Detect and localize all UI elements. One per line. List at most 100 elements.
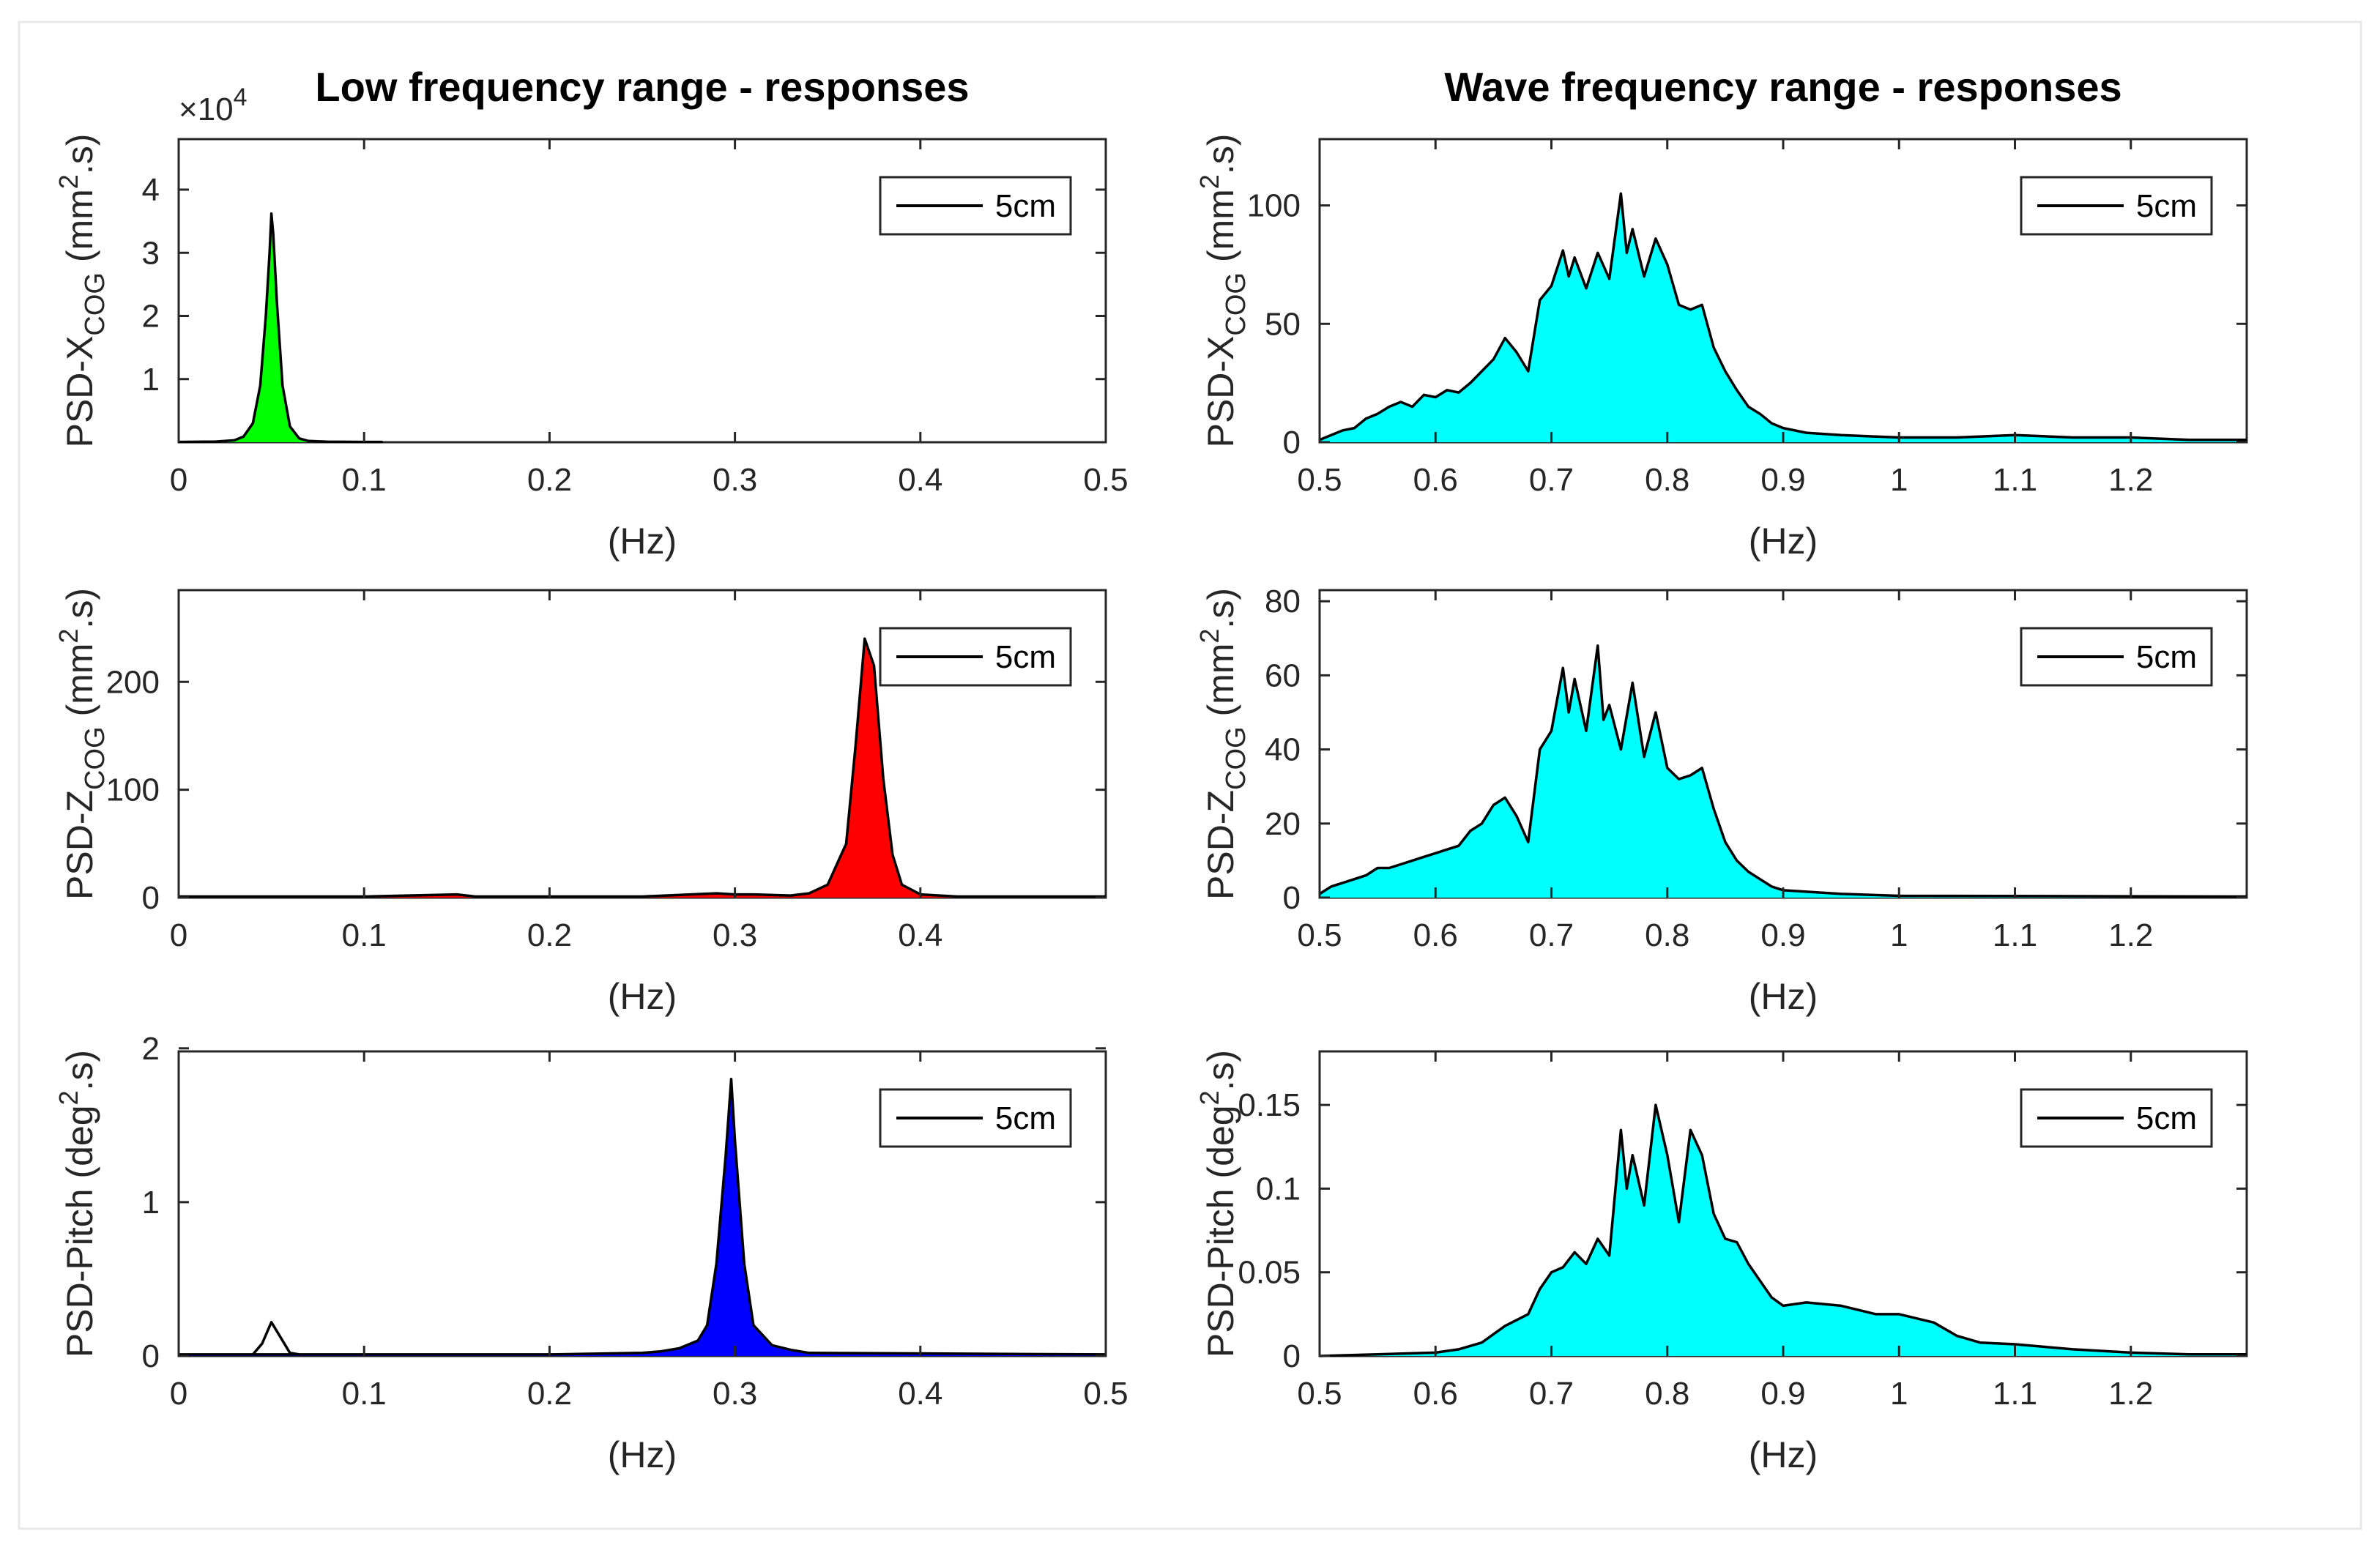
y-tick-label: 100 <box>1247 188 1301 224</box>
x-tick-label: 0.9 <box>1760 462 1805 498</box>
legend: 5cm <box>879 176 1072 236</box>
y-tick-label: 3 <box>142 235 160 271</box>
x-axis-label: (Hz) <box>608 521 677 562</box>
legend: 5cm <box>2020 627 2213 687</box>
x-tick-label: 0.8 <box>1645 917 1689 953</box>
x-tick-label: 0 <box>170 917 187 953</box>
x-axis-label: (Hz) <box>608 1434 677 1475</box>
legend: 5cm <box>879 1088 1072 1148</box>
y-exponent-label: ×104 <box>179 83 248 127</box>
y-label-subscript: COG <box>80 272 111 336</box>
axes-x-wave: 0.5 0.6 0.7 0.8 0.9 1 1.1 1.2 0 50 100 (Hz) PSD-XCOG… <box>1194 64 2248 562</box>
y-label-superscript: 2 <box>1194 174 1224 189</box>
y-label-unit: (mm <box>59 644 100 727</box>
x-tick-label: 0.4 <box>898 1376 942 1412</box>
y-exponent-power: 4 <box>234 83 248 111</box>
axes-z-low: 0 0.1 0.2 0.3 0.4 0 100 200 (Hz) PSD-ZCOG (mm2.s)… <box>53 588 1107 1017</box>
x-axis-label: (Hz) <box>608 976 677 1017</box>
x-tick-label: 0.3 <box>713 462 757 498</box>
y-axis-label: PSD-ZCOG (mm2.s) <box>1194 588 1252 900</box>
figure-frame <box>18 21 2362 1530</box>
y-label-tail: .s) <box>59 588 100 629</box>
x-tick-label: 0.7 <box>1529 462 1574 498</box>
legend: 5cm <box>879 627 1072 687</box>
x-tick-label: 0.5 <box>1083 1376 1128 1412</box>
series-line <box>1319 1103 2247 1357</box>
y-axis-label: PSD-Pitch (deg2.s) <box>1194 1050 1241 1357</box>
x-axis-label: (Hz) <box>1749 1434 1818 1475</box>
y-tick-label: 80 <box>1265 584 1301 619</box>
series-secondary-peak <box>251 1321 300 1356</box>
axes-z-wave: 0.5 0.6 0.7 0.8 0.9 1 1.1 1.2 0 20 40 60 80 (Hz) PSD-Z… <box>1194 584 2248 1017</box>
x-tick-label: 0.8 <box>1645 462 1689 498</box>
y-label-tail: .s) <box>59 134 100 175</box>
x-tick-label: 0.3 <box>713 1376 757 1412</box>
legend-label: 5cm <box>2136 188 2197 224</box>
x-tick-label: 1 <box>1890 1376 1908 1412</box>
y-label-tail: .s) <box>1200 588 1241 629</box>
series-fill <box>179 213 383 442</box>
legend-label: 5cm <box>2136 1100 2197 1136</box>
y-label-superscript: 2 <box>1194 629 1224 644</box>
series-line <box>1319 644 2247 898</box>
series-fill <box>179 638 1106 898</box>
legend: 5cm <box>2020 176 2213 236</box>
x-tick-label: 1.2 <box>2108 462 2153 498</box>
series-fill <box>1320 1105 2247 1356</box>
x-tick-label: 0.1 <box>342 1376 387 1412</box>
y-tick-label: 2 <box>142 299 160 335</box>
y-label-main: PSD-Z <box>59 790 100 900</box>
series-line <box>179 1078 1107 1356</box>
y-label-superscript: 2 <box>53 1090 83 1105</box>
series-line <box>1319 192 2247 441</box>
y-tick-label: 0 <box>142 880 160 916</box>
x-tick-label: 0 <box>170 1376 187 1412</box>
x-tick-label: 0.6 <box>1413 462 1458 498</box>
x-tick-label: 1.2 <box>2108 1376 2153 1412</box>
y-tick-label: 200 <box>106 664 160 700</box>
y-tick-label: 2 <box>142 1031 160 1067</box>
y-tick-label: 0.1 <box>1256 1171 1301 1207</box>
y-tick-label: 40 <box>1265 732 1301 768</box>
x-tick-label: 0.4 <box>898 462 942 498</box>
x-tick-label: 1 <box>1890 462 1908 498</box>
y-tick-label: 50 <box>1265 306 1301 342</box>
x-tick-label: 0.1 <box>342 462 387 498</box>
y-tick-label: 4 <box>142 172 160 208</box>
x-tick-label: 0.1 <box>342 917 387 953</box>
x-tick-label: 0.7 <box>1529 1376 1574 1412</box>
y-tick-label: 60 <box>1265 657 1301 693</box>
y-label-subscript: COG <box>1221 726 1252 790</box>
y-label-main: PSD-Pitch <box>1200 1188 1241 1357</box>
x-tick-label: 0.2 <box>527 917 572 953</box>
series-fill <box>1320 193 2247 442</box>
legend-label: 5cm <box>2136 639 2197 675</box>
x-tick-label: 0.5 <box>1297 1376 1342 1412</box>
y-label-unit: (mm <box>1200 189 1241 272</box>
y-label-subscript: COG <box>80 726 111 790</box>
y-label-superscript: 2 <box>53 629 83 644</box>
y-label-main: PSD-Z <box>1200 790 1241 900</box>
x-tick-label: 0.4 <box>898 917 942 953</box>
x-tick-label: 1.1 <box>1993 462 2037 498</box>
y-tick-label: 20 <box>1265 806 1301 842</box>
x-tick-label: 0.5 <box>1083 462 1128 498</box>
y-tick-label: 0 <box>142 1338 160 1374</box>
y-axis-label: PSD-XCOG (mm2.s) <box>53 134 111 448</box>
y-label-unit: (mm <box>59 189 100 272</box>
y-tick-label: 1 <box>142 1185 160 1221</box>
x-tick-label: 0.5 <box>1297 462 1342 498</box>
y-axis-label: PSD-XCOG (mm2.s) <box>1194 134 1252 448</box>
x-tick-label: 0.6 <box>1413 1376 1458 1412</box>
axes-pitch-wave: 0.5 0.6 0.7 0.8 0.9 1 1.1 1.2 0 0.05 0.1 0.15 (Hz) PS… <box>1194 1050 2248 1475</box>
x-tick-label: 1.1 <box>1993 1376 2037 1412</box>
legend-label: 5cm <box>995 188 1056 224</box>
series-line <box>179 637 1106 898</box>
y-label-main: PSD-X <box>1200 336 1241 448</box>
legend: 5cm <box>2020 1088 2213 1148</box>
x-tick-label: 0.9 <box>1760 917 1805 953</box>
y-label-unit: (deg <box>1200 1105 1241 1188</box>
